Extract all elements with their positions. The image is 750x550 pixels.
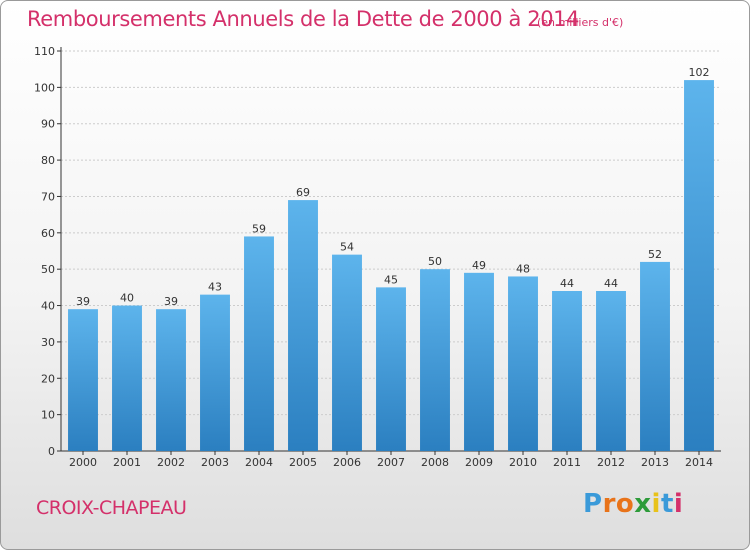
logo-letter: x xyxy=(634,489,652,519)
data-label: 43 xyxy=(208,281,222,294)
x-tick-label: 2007 xyxy=(377,456,405,469)
bar xyxy=(552,291,582,451)
bar xyxy=(508,276,538,451)
chart-title: Remboursements Annuels de la Dette de 20… xyxy=(27,7,580,31)
logo-letter: i xyxy=(673,489,684,519)
data-label: 40 xyxy=(120,292,134,305)
logo-letter: P xyxy=(583,489,603,519)
bar xyxy=(464,272,494,451)
logo-letter: o xyxy=(615,489,635,519)
bar xyxy=(332,254,362,451)
data-label: 52 xyxy=(648,248,662,261)
x-tick-label: 2000 xyxy=(69,456,97,469)
bar xyxy=(68,309,98,451)
y-tick-label: 90 xyxy=(41,118,55,131)
x-tick-label: 2009 xyxy=(465,456,493,469)
x-tick-label: 2001 xyxy=(113,456,141,469)
bar xyxy=(112,305,142,451)
y-tick-label: 40 xyxy=(41,300,55,313)
x-tick-label: 2008 xyxy=(421,456,449,469)
x-tick-label: 2004 xyxy=(245,456,273,469)
data-label: 44 xyxy=(560,277,574,290)
data-label: 48 xyxy=(516,262,530,275)
proxiti-logo: Proxiti xyxy=(583,489,683,519)
bar xyxy=(156,309,186,451)
bar xyxy=(684,80,714,451)
x-tick-label: 2013 xyxy=(641,456,669,469)
bar xyxy=(420,269,450,451)
data-label: 45 xyxy=(384,273,398,286)
data-label: 54 xyxy=(340,241,354,254)
commune-name: CROIX-CHAPEAU xyxy=(36,497,187,519)
logo-letter: i xyxy=(651,489,661,519)
x-tick-label: 2005 xyxy=(289,456,317,469)
y-tick-label: 110 xyxy=(34,45,55,58)
x-tick-label: 2010 xyxy=(509,456,537,469)
data-label: 44 xyxy=(604,277,618,290)
x-tick-label: 2014 xyxy=(685,456,713,469)
data-label: 49 xyxy=(472,259,486,272)
data-label: 69 xyxy=(296,186,310,199)
x-tick-label: 2002 xyxy=(157,456,185,469)
logo-letter: t xyxy=(660,489,674,519)
y-tick-label: 60 xyxy=(41,227,55,240)
x-tick-label: 2011 xyxy=(553,456,581,469)
x-tick-label: 2003 xyxy=(201,456,229,469)
data-label: 50 xyxy=(428,255,442,268)
x-tick-label: 2012 xyxy=(597,456,625,469)
chart-unit: (en milliers d'€) xyxy=(537,16,624,29)
y-tick-label: 80 xyxy=(41,154,55,167)
bar xyxy=(288,200,318,451)
y-tick-label: 0 xyxy=(48,445,55,458)
data-label: 59 xyxy=(252,222,266,235)
y-tick-label: 100 xyxy=(34,81,55,94)
bar xyxy=(640,261,670,451)
bar xyxy=(596,291,626,451)
bar xyxy=(244,236,274,451)
x-tick-label: 2006 xyxy=(333,456,361,469)
data-label: 39 xyxy=(164,295,178,308)
y-tick-label: 50 xyxy=(41,263,55,276)
y-tick-label: 30 xyxy=(41,336,55,349)
bar xyxy=(376,287,406,451)
y-tick-label: 70 xyxy=(41,190,55,203)
bar xyxy=(200,294,230,451)
data-label: 102 xyxy=(689,66,710,79)
y-tick-label: 10 xyxy=(41,409,55,422)
y-tick-label: 20 xyxy=(41,372,55,385)
logo-letter: r xyxy=(602,489,616,519)
data-label: 39 xyxy=(76,295,90,308)
